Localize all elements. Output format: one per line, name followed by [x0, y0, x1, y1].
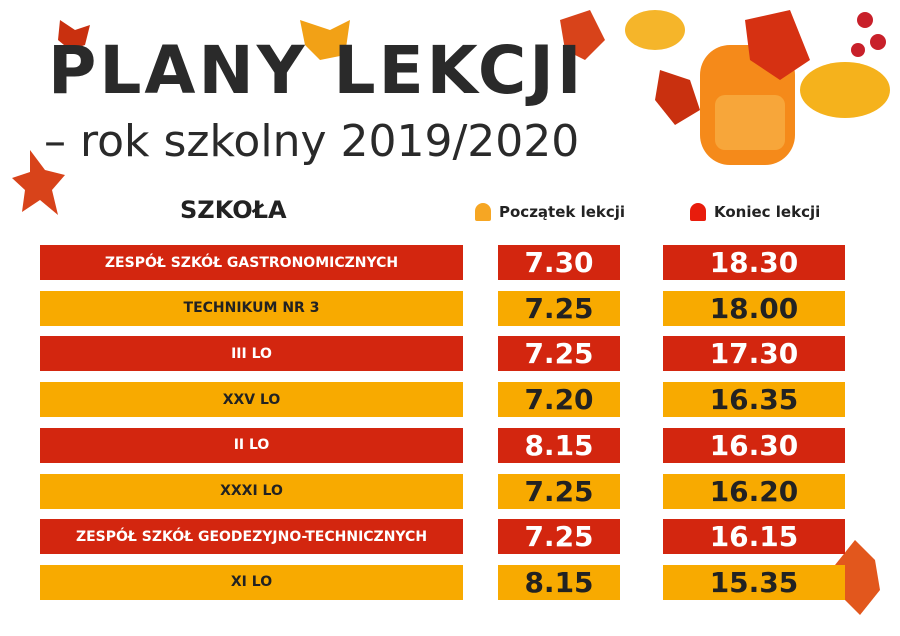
school-cell: ZESPÓŁ SZKÓŁ GASTRONOMICZNYCH	[40, 245, 463, 280]
table-row: XXXI LO 7.25 16.20	[0, 473, 900, 509]
table-row: XXV LO 7.20 16.35	[0, 382, 900, 418]
start-column-header: Początek lekcji	[475, 203, 625, 221]
start-cell: 7.25	[498, 519, 620, 555]
end-cell: 17.30	[663, 336, 845, 372]
end-cell: 18.00	[663, 290, 845, 326]
school-cell: TECHNIKUM NR 3	[40, 290, 463, 326]
bell-icon	[475, 203, 491, 221]
school-cell: XXV LO	[40, 382, 463, 418]
table-row: III LO 7.25 17.30	[0, 336, 900, 372]
page-subtitle: – rok szkolny 2019/2020	[44, 116, 580, 167]
school-cell: II LO	[40, 427, 463, 463]
table-row: XI LO 8.15 15.35	[0, 564, 900, 600]
end-cell: 16.35	[663, 382, 845, 418]
table-row: ZESPÓŁ SZKÓŁ GEODEZYJNO-TECHNICZNYCH 7.25…	[0, 519, 900, 555]
table-row: II LO 8.15 16.30	[0, 427, 900, 463]
start-cell: 7.30	[498, 245, 620, 280]
start-cell: 7.25	[498, 336, 620, 372]
school-cell: III LO	[40, 336, 463, 372]
table-row: ZESPÓŁ SZKÓŁ GASTRONOMICZNYCH 7.30 18.30	[0, 245, 900, 280]
start-cell: 7.25	[498, 473, 620, 509]
school-cell: XXXI LO	[40, 473, 463, 509]
start-cell: 8.15	[498, 564, 620, 600]
bell-icon	[690, 203, 706, 221]
school-cell: ZESPÓŁ SZKÓŁ GEODEZYJNO-TECHNICZNYCH	[40, 519, 463, 555]
end-cell: 15.35	[663, 564, 845, 600]
end-cell: 18.30	[663, 245, 845, 280]
end-column-header: Koniec lekcji	[690, 203, 820, 221]
end-header-label: Koniec lekcji	[714, 203, 821, 221]
end-cell: 16.20	[663, 473, 845, 509]
school-column-header: SZKOŁA	[180, 196, 287, 224]
end-cell: 16.15	[663, 519, 845, 555]
start-header-label: Początek lekcji	[499, 203, 626, 221]
start-cell: 7.20	[498, 382, 620, 418]
page-title: PLANY LEKCJI	[48, 32, 585, 109]
start-cell: 7.25	[498, 290, 620, 326]
start-cell: 8.15	[498, 427, 620, 463]
school-cell: XI LO	[40, 564, 463, 600]
table-row: TECHNIKUM NR 3 7.25 18.00	[0, 290, 900, 326]
end-cell: 16.30	[663, 427, 845, 463]
